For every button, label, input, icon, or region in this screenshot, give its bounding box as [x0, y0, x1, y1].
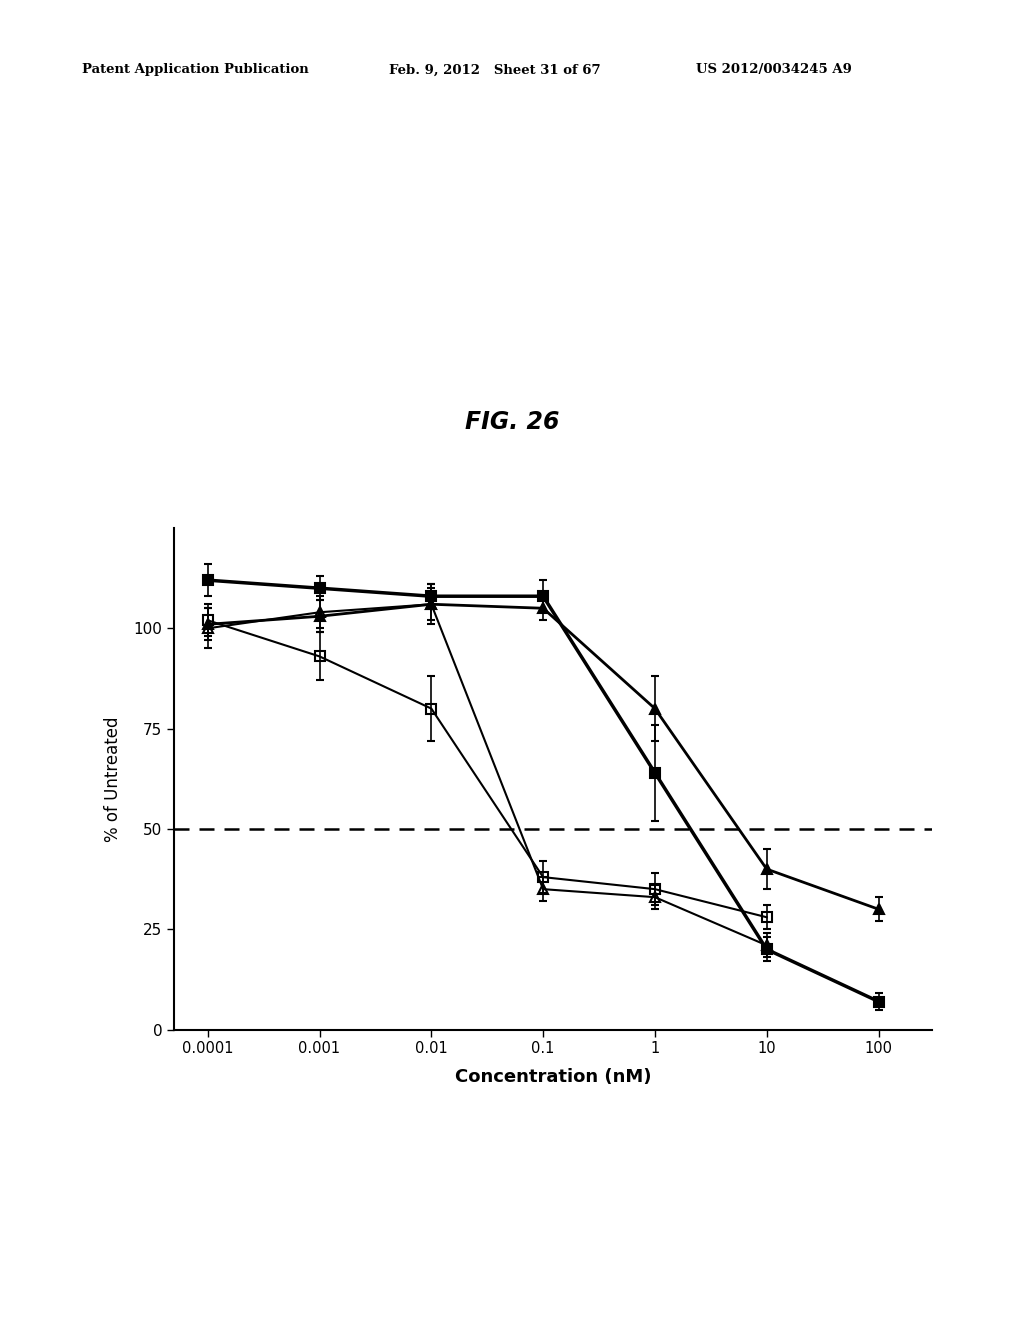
Text: FIG. 26: FIG. 26 [465, 411, 559, 434]
Text: Patent Application Publication: Patent Application Publication [82, 63, 308, 77]
Text: US 2012/0034245 A9: US 2012/0034245 A9 [696, 63, 852, 77]
Text: Feb. 9, 2012   Sheet 31 of 67: Feb. 9, 2012 Sheet 31 of 67 [389, 63, 601, 77]
Y-axis label: % of Untreated: % of Untreated [104, 715, 122, 842]
X-axis label: Concentration (nM): Concentration (nM) [455, 1068, 651, 1085]
